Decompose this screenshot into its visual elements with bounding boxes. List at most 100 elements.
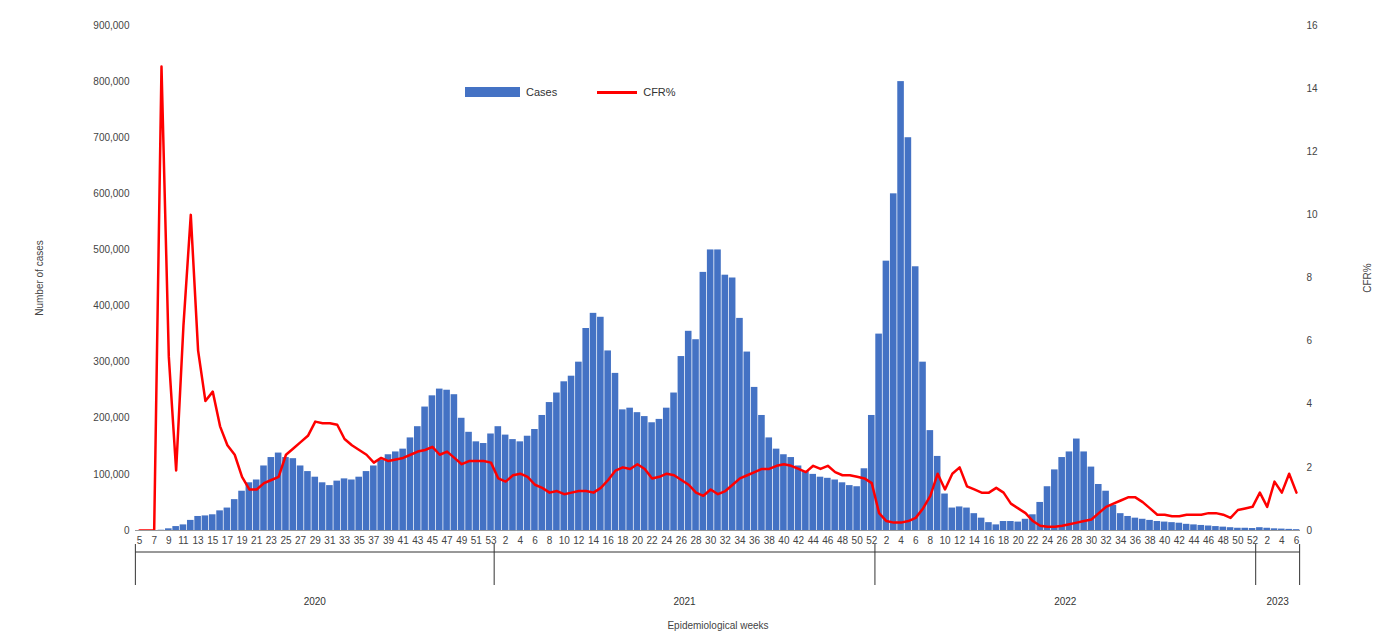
svg-text:35: 35 xyxy=(354,535,366,546)
svg-text:2022: 2022 xyxy=(1054,596,1077,607)
svg-text:20: 20 xyxy=(1013,535,1025,546)
svg-text:2: 2 xyxy=(1307,462,1313,473)
svg-text:15: 15 xyxy=(207,535,219,546)
svg-text:600,000: 600,000 xyxy=(93,188,130,199)
svg-text:30: 30 xyxy=(1086,535,1098,546)
svg-text:39: 39 xyxy=(383,535,395,546)
svg-text:24: 24 xyxy=(1042,535,1054,546)
svg-text:46: 46 xyxy=(1203,535,1215,546)
svg-text:5: 5 xyxy=(137,535,143,546)
svg-text:14: 14 xyxy=(1307,83,1319,94)
svg-text:16: 16 xyxy=(603,535,615,546)
svg-text:46: 46 xyxy=(822,535,834,546)
svg-text:50: 50 xyxy=(852,535,864,546)
svg-text:34: 34 xyxy=(734,535,746,546)
svg-text:11: 11 xyxy=(178,535,189,546)
svg-text:49: 49 xyxy=(456,535,468,546)
svg-text:900,000: 900,000 xyxy=(93,20,130,31)
svg-text:14: 14 xyxy=(969,535,981,546)
svg-text:29: 29 xyxy=(310,535,322,546)
svg-text:6: 6 xyxy=(1294,535,1300,546)
svg-text:26: 26 xyxy=(1057,535,1069,546)
svg-text:8: 8 xyxy=(1307,272,1313,283)
svg-text:16: 16 xyxy=(1307,20,1319,31)
svg-text:16: 16 xyxy=(983,535,995,546)
svg-text:32: 32 xyxy=(720,535,732,546)
svg-text:12: 12 xyxy=(1307,146,1319,157)
svg-text:6: 6 xyxy=(913,535,919,546)
svg-text:4: 4 xyxy=(518,535,524,546)
svg-text:22: 22 xyxy=(1027,535,1039,546)
svg-text:26: 26 xyxy=(676,535,688,546)
svg-text:24: 24 xyxy=(661,535,673,546)
svg-text:17: 17 xyxy=(222,535,234,546)
svg-text:43: 43 xyxy=(412,535,424,546)
svg-text:28: 28 xyxy=(1071,535,1083,546)
svg-text:50: 50 xyxy=(1232,535,1244,546)
svg-text:500,000: 500,000 xyxy=(93,244,130,255)
svg-text:0: 0 xyxy=(1307,525,1313,536)
svg-text:22: 22 xyxy=(647,535,659,546)
svg-text:45: 45 xyxy=(427,535,439,546)
svg-text:18: 18 xyxy=(998,535,1010,546)
svg-text:34: 34 xyxy=(1115,535,1127,546)
svg-text:19: 19 xyxy=(236,535,248,546)
svg-text:6: 6 xyxy=(1307,335,1313,346)
svg-text:44: 44 xyxy=(808,535,820,546)
svg-text:32: 32 xyxy=(1101,535,1113,546)
svg-text:40: 40 xyxy=(1159,535,1171,546)
svg-text:2020: 2020 xyxy=(304,596,327,607)
svg-text:200,000: 200,000 xyxy=(93,412,130,423)
svg-text:8: 8 xyxy=(547,535,553,546)
svg-text:4: 4 xyxy=(1307,398,1313,409)
svg-text:52: 52 xyxy=(866,535,878,546)
svg-text:44: 44 xyxy=(1188,535,1200,546)
svg-text:Epidemiological weeks: Epidemiological weeks xyxy=(667,620,768,631)
svg-text:37: 37 xyxy=(368,535,380,546)
svg-text:48: 48 xyxy=(1218,535,1230,546)
svg-text:38: 38 xyxy=(764,535,776,546)
svg-text:42: 42 xyxy=(793,535,805,546)
svg-text:300,000: 300,000 xyxy=(93,356,130,367)
svg-text:700,000: 700,000 xyxy=(93,132,130,143)
svg-text:8: 8 xyxy=(928,535,934,546)
svg-text:25: 25 xyxy=(280,535,292,546)
svg-text:13: 13 xyxy=(193,535,205,546)
svg-text:41: 41 xyxy=(398,535,410,546)
svg-text:33: 33 xyxy=(339,535,351,546)
svg-text:4: 4 xyxy=(898,535,904,546)
svg-text:100,000: 100,000 xyxy=(93,469,130,480)
svg-text:12: 12 xyxy=(954,535,966,546)
svg-text:23: 23 xyxy=(266,535,278,546)
svg-text:Number of cases: Number of cases xyxy=(34,240,45,316)
svg-text:36: 36 xyxy=(749,535,761,546)
svg-text:47: 47 xyxy=(442,535,454,546)
svg-text:42: 42 xyxy=(1174,535,1186,546)
svg-text:10: 10 xyxy=(939,535,951,546)
svg-text:10: 10 xyxy=(559,535,571,546)
svg-text:28: 28 xyxy=(690,535,702,546)
svg-text:31: 31 xyxy=(324,535,336,546)
svg-text:48: 48 xyxy=(837,535,849,546)
svg-text:51: 51 xyxy=(471,535,483,546)
svg-text:0: 0 xyxy=(124,525,130,536)
svg-text:2: 2 xyxy=(1264,535,1270,546)
svg-text:21: 21 xyxy=(251,535,263,546)
svg-text:800,000: 800,000 xyxy=(93,76,130,87)
svg-text:12: 12 xyxy=(573,535,585,546)
svg-text:2: 2 xyxy=(884,535,890,546)
svg-text:9: 9 xyxy=(166,535,172,546)
svg-text:4: 4 xyxy=(1279,535,1285,546)
svg-text:2021: 2021 xyxy=(673,596,696,607)
svg-text:14: 14 xyxy=(588,535,600,546)
svg-text:18: 18 xyxy=(617,535,629,546)
svg-text:2: 2 xyxy=(503,535,509,546)
svg-text:27: 27 xyxy=(295,535,307,546)
svg-text:52: 52 xyxy=(1247,535,1259,546)
svg-text:53: 53 xyxy=(485,535,497,546)
svg-text:20: 20 xyxy=(632,535,644,546)
svg-text:400,000: 400,000 xyxy=(93,300,130,311)
svg-text:40: 40 xyxy=(778,535,790,546)
svg-text:38: 38 xyxy=(1144,535,1156,546)
svg-text:10: 10 xyxy=(1307,209,1319,220)
